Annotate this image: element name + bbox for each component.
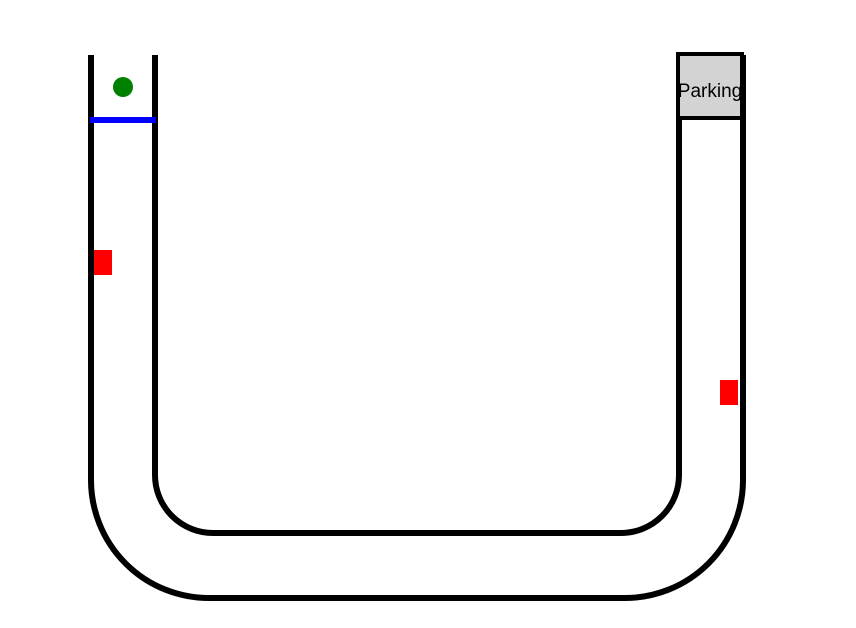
player-ball[interactable] xyxy=(113,77,133,97)
track-inner-wall xyxy=(152,55,682,536)
obstacle-right xyxy=(720,380,738,405)
obstacle-left xyxy=(94,250,112,275)
track-outer-wall xyxy=(88,55,746,601)
parking-label: Parking xyxy=(678,81,742,102)
parking-spot[interactable] xyxy=(676,52,744,120)
